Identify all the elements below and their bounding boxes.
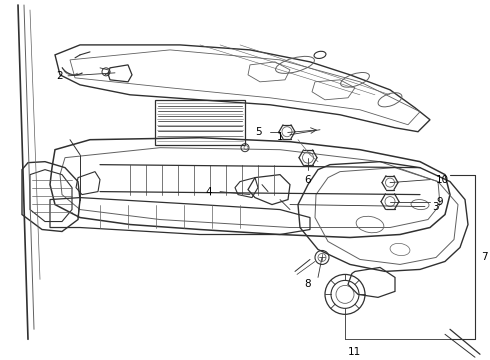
Text: 4: 4 [205,186,212,197]
Text: 11: 11 [348,347,361,357]
Text: 10: 10 [436,175,449,185]
Text: 8: 8 [305,279,311,289]
Text: 3: 3 [432,202,439,212]
Text: 5: 5 [255,127,262,137]
Text: 2: 2 [57,71,63,81]
Text: 7: 7 [481,252,488,262]
Text: 9: 9 [436,197,442,207]
Text: 6: 6 [305,175,311,185]
Text: 1: 1 [277,132,283,142]
